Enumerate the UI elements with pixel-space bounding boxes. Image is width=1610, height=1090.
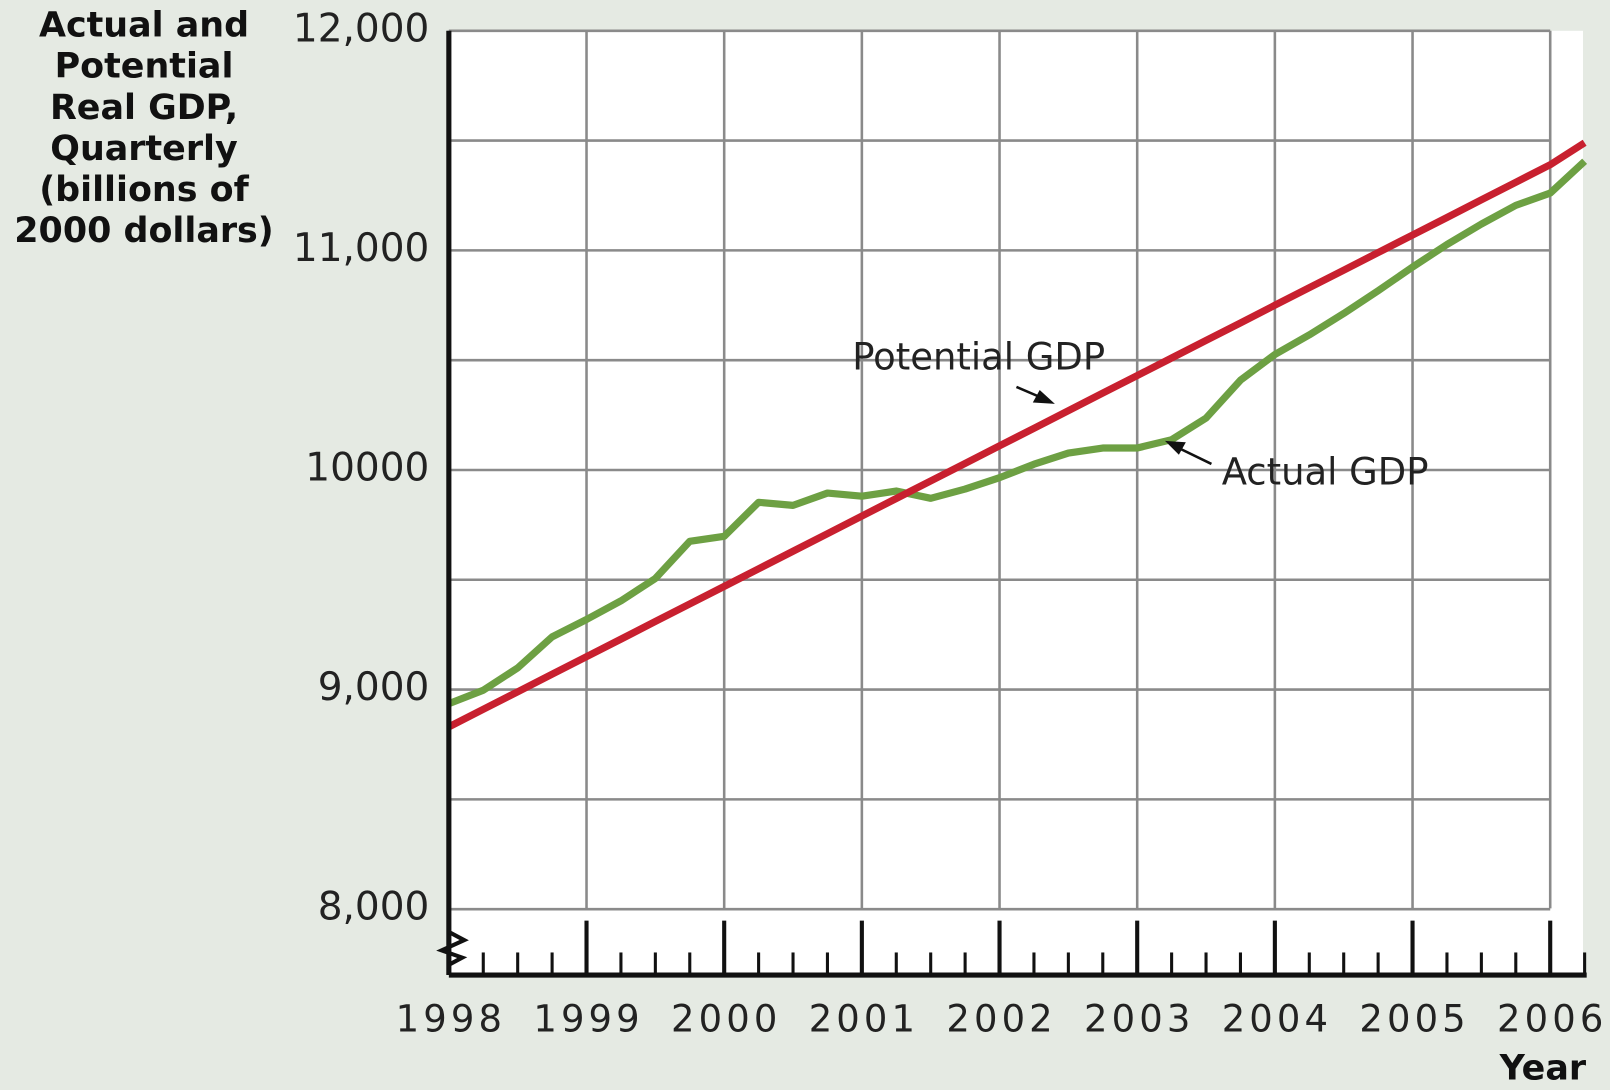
annotation: Actual GDP	[1222, 451, 1429, 494]
x-tick-label: 2006	[1497, 998, 1607, 1041]
y-tick-label: 9,000	[318, 665, 430, 710]
x-axis-title: Year	[1499, 1048, 1587, 1088]
series-line	[447, 158, 1588, 708]
x-tick-label: 2002	[946, 998, 1056, 1041]
x-tick-label: 2000	[671, 998, 781, 1041]
axes: 8,000 9,000 10000 11,000 12,000 1998 1999 2000 2…	[293, 6, 1607, 1041]
y-axis-title-line: Quarterly	[50, 129, 238, 169]
plot-area	[448, 30, 1583, 976]
x-tick-label: 1998	[396, 998, 506, 1041]
y-axis-title-line: Actual and	[39, 6, 249, 46]
y-axis-title-line: 2000 dollars)	[14, 211, 273, 251]
y-axis-title-line: Potential	[55, 47, 234, 87]
y-tick-label: 11,000	[293, 226, 429, 271]
y-tick-label: 10000	[305, 445, 429, 490]
annotation: Potential GDP	[852, 336, 1105, 379]
y-tick-label: 12,000	[293, 6, 429, 51]
y-axis-title-line: Real GDP,	[50, 88, 238, 128]
x-tick-label: 2005	[1359, 998, 1469, 1041]
x-tick-label: 2001	[809, 998, 919, 1041]
y-tick-label: 8,000	[318, 885, 430, 930]
axis-break	[436, 930, 469, 967]
x-tick-label: 1999	[533, 998, 643, 1041]
annotation-arrows	[1015, 385, 1213, 466]
lines	[447, 139, 1588, 731]
series-line	[447, 139, 1587, 731]
x-tick-label: 2004	[1222, 998, 1332, 1041]
y-axis-title-line: (billions of	[39, 170, 249, 210]
arrow-head	[1032, 390, 1055, 404]
arrow-head	[1165, 440, 1186, 455]
x-tick-label: 2003	[1084, 998, 1194, 1041]
